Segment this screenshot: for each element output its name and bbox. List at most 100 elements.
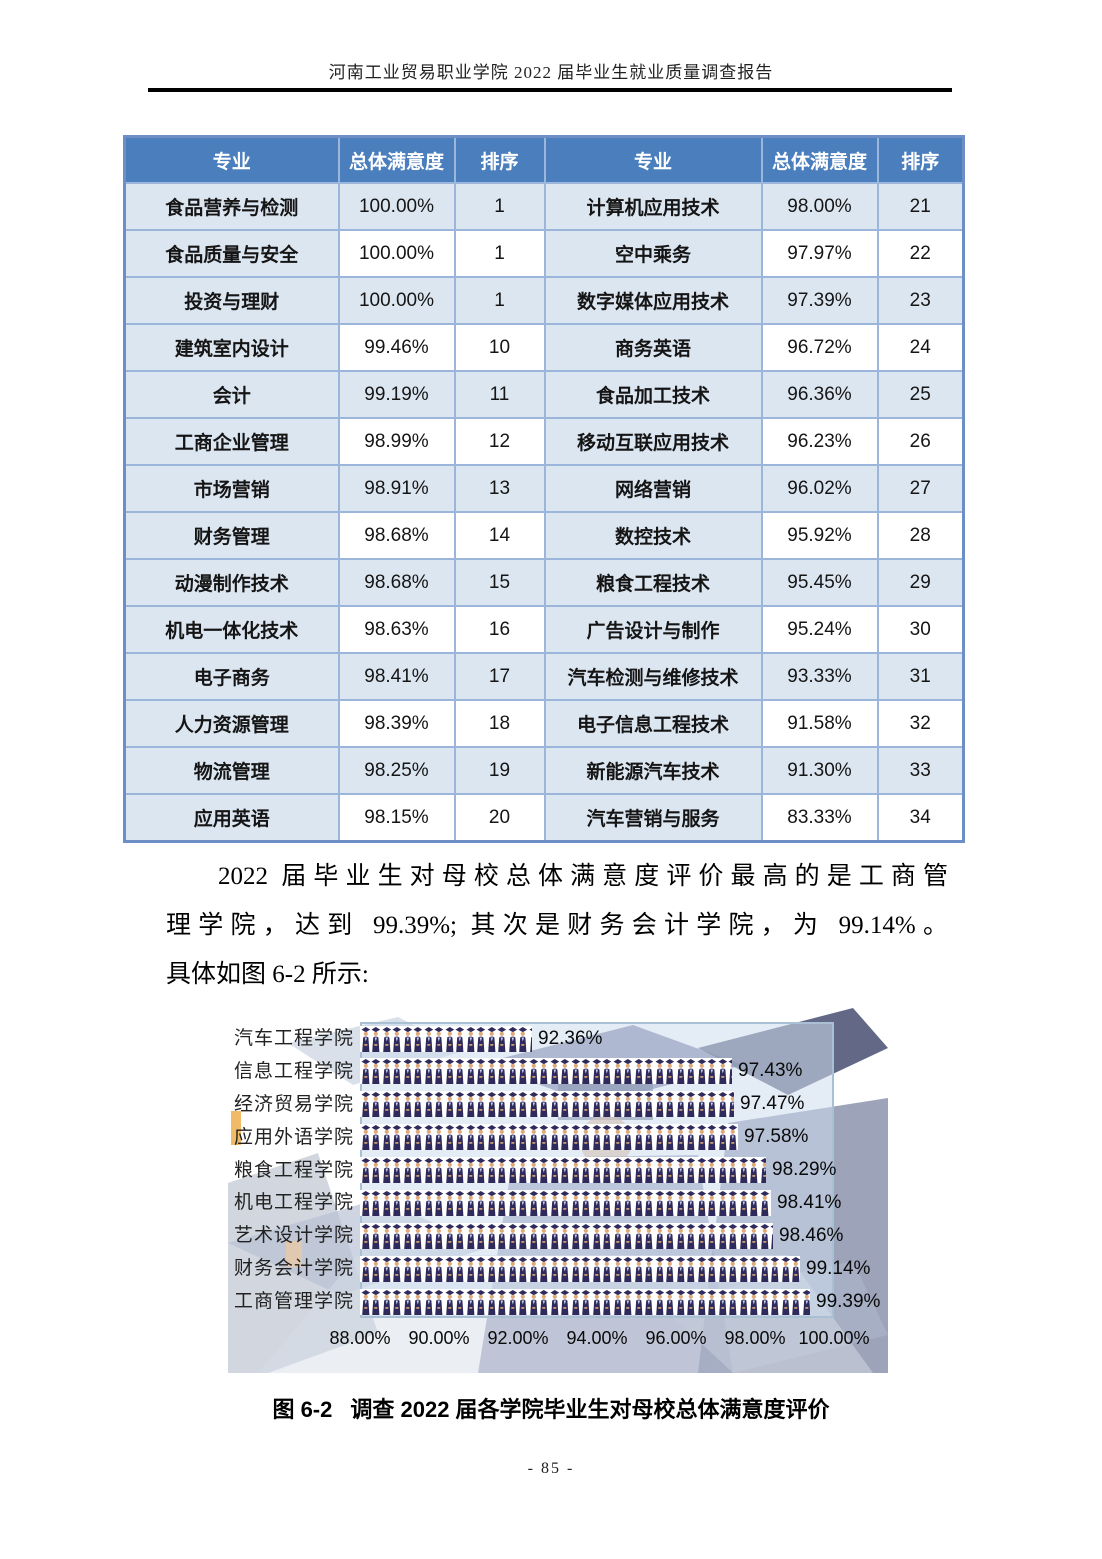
chart-value-label: 97.58% [744, 1126, 809, 1148]
satisfaction-cell: 93.33% [760, 652, 879, 701]
graduate-icon [361, 1092, 381, 1118]
graduate-icon [760, 1158, 766, 1184]
major-cell: 应用英语 [123, 793, 340, 843]
graduate-icon [382, 1026, 402, 1052]
graduate-icon [361, 1190, 381, 1216]
major-cell: 粮食工程技术 [543, 558, 763, 607]
graduate-icon [466, 1059, 486, 1085]
graduate-icon [382, 1092, 402, 1118]
chart-bar-row: 99.39% [360, 1285, 880, 1318]
graduate-icon [403, 1158, 423, 1184]
graduate-icon [487, 1158, 507, 1184]
chart-bar [360, 1058, 732, 1085]
graduate-icon [466, 1190, 486, 1216]
figure-caption-label: 图 6-2 [272, 1397, 333, 1422]
major-cell: 工商企业管理 [123, 417, 340, 466]
table-header-cell: 排序 [876, 135, 965, 184]
chart-bar [360, 1157, 766, 1184]
graduate-icon [760, 1256, 780, 1282]
paragraph-line: 理学院，达到 99.39%; 其次是财务会计学院，为 99.14%。 [166, 912, 948, 939]
satisfaction-cell: 96.72% [760, 323, 879, 372]
graduate-icon [592, 1223, 612, 1249]
graduate-icon [361, 1059, 381, 1085]
rank-cell: 14 [453, 511, 546, 560]
header-rule [148, 88, 952, 92]
graduate-icon [571, 1158, 591, 1184]
table-row: 投资与理财 100.00% 1 数字媒体应用技术 97.39% 23 [123, 276, 965, 325]
rank-cell: 12 [453, 417, 546, 466]
graduate-icon [571, 1059, 591, 1085]
satisfaction-cell: 98.15% [337, 793, 456, 843]
graduate-icon [592, 1125, 612, 1151]
graduate-icon [529, 1092, 549, 1118]
graduate-icon [508, 1256, 528, 1282]
graduate-icon [634, 1190, 654, 1216]
graduate-icon [697, 1256, 717, 1282]
graduate-icon [445, 1125, 465, 1151]
graduate-icon [550, 1125, 570, 1151]
graduate-icon [613, 1223, 633, 1249]
table-row: 电子商务 98.41% 17 汽车检测与维修技术 93.33% 31 [123, 652, 965, 701]
x-axis-tick-label: 100.00% [798, 1328, 870, 1348]
rank-cell: 23 [876, 276, 965, 325]
graduate-icon [592, 1289, 612, 1315]
graduate-icon [508, 1125, 528, 1151]
graduate-icon [676, 1289, 696, 1315]
rank-cell: 27 [876, 464, 965, 513]
graduate-icon [676, 1125, 696, 1151]
major-cell: 动漫制作技术 [123, 558, 340, 607]
chart-value-label: 98.29% [772, 1159, 837, 1181]
table-row: 工商企业管理 98.99% 12 移动互联应用技术 96.23% 26 [123, 417, 965, 466]
rank-cell: 25 [876, 370, 965, 419]
graduate-icon [550, 1289, 570, 1315]
graduate-icon [382, 1059, 402, 1085]
graduate-icon [445, 1223, 465, 1249]
graduate-icon [487, 1190, 507, 1216]
rank-cell: 21 [876, 182, 965, 231]
graduate-icon [613, 1289, 633, 1315]
graduate-icon [697, 1223, 717, 1249]
chart-category-label: 艺术设计学院 [233, 1225, 354, 1247]
graduate-icon [382, 1125, 402, 1151]
graduate-icon [529, 1027, 532, 1052]
table-row: 人力资源管理 98.39% 18 电子信息工程技术 91.58% 32 [123, 699, 965, 748]
table-row: 机电一体化技术 98.63% 16 广告设计与制作 95.24% 30 [123, 605, 965, 654]
graduate-icon [634, 1125, 654, 1151]
graduate-icon [508, 1059, 528, 1085]
chart-bar [360, 1255, 800, 1282]
major-cell: 广告设计与制作 [543, 605, 763, 654]
graduate-icon [676, 1059, 696, 1085]
figure-caption: 图 6-2 调查 2022 届各学院毕业生对母校总体满意度评价 [0, 1392, 1102, 1424]
rank-cell: 18 [453, 699, 546, 748]
chart-value-label: 99.14% [806, 1257, 871, 1279]
graduate-icon [445, 1026, 465, 1052]
major-cell: 新能源汽车技术 [543, 746, 763, 795]
table-row: 会计 99.19% 11 食品加工技术 96.36% 25 [123, 370, 965, 419]
page-number: - 85 - [527, 1460, 575, 1477]
rank-cell: 13 [453, 464, 546, 513]
chart-value-label: 98.46% [779, 1224, 844, 1246]
graduate-icon [466, 1125, 486, 1151]
chart-category-label: 财务会计学院 [233, 1258, 354, 1280]
table-header-row: 专业 总体满意度 排序 专业 总体满意度 排序 [123, 135, 965, 184]
graduate-icon [529, 1158, 549, 1184]
chart-bar [360, 1124, 738, 1151]
satisfaction-cell: 91.58% [760, 699, 879, 748]
graduate-icon [571, 1125, 591, 1151]
graduate-icon [508, 1289, 528, 1315]
graduate-icon [445, 1256, 465, 1282]
graduate-icon [571, 1092, 591, 1118]
chart-bar [360, 1025, 532, 1052]
graduate-icon [613, 1059, 633, 1085]
graduate-icon [655, 1289, 675, 1315]
graduate-icon [718, 1092, 734, 1118]
graduate-icon [613, 1125, 633, 1151]
table-head: 专业 总体满意度 排序 专业 总体满意度 排序 [123, 135, 965, 184]
graduate-icon [466, 1158, 486, 1184]
graduate-icon [529, 1190, 549, 1216]
graduate-icon [571, 1190, 591, 1216]
graduate-icon [403, 1026, 423, 1052]
rank-cell: 20 [453, 793, 546, 843]
graduate-icon [403, 1092, 423, 1118]
